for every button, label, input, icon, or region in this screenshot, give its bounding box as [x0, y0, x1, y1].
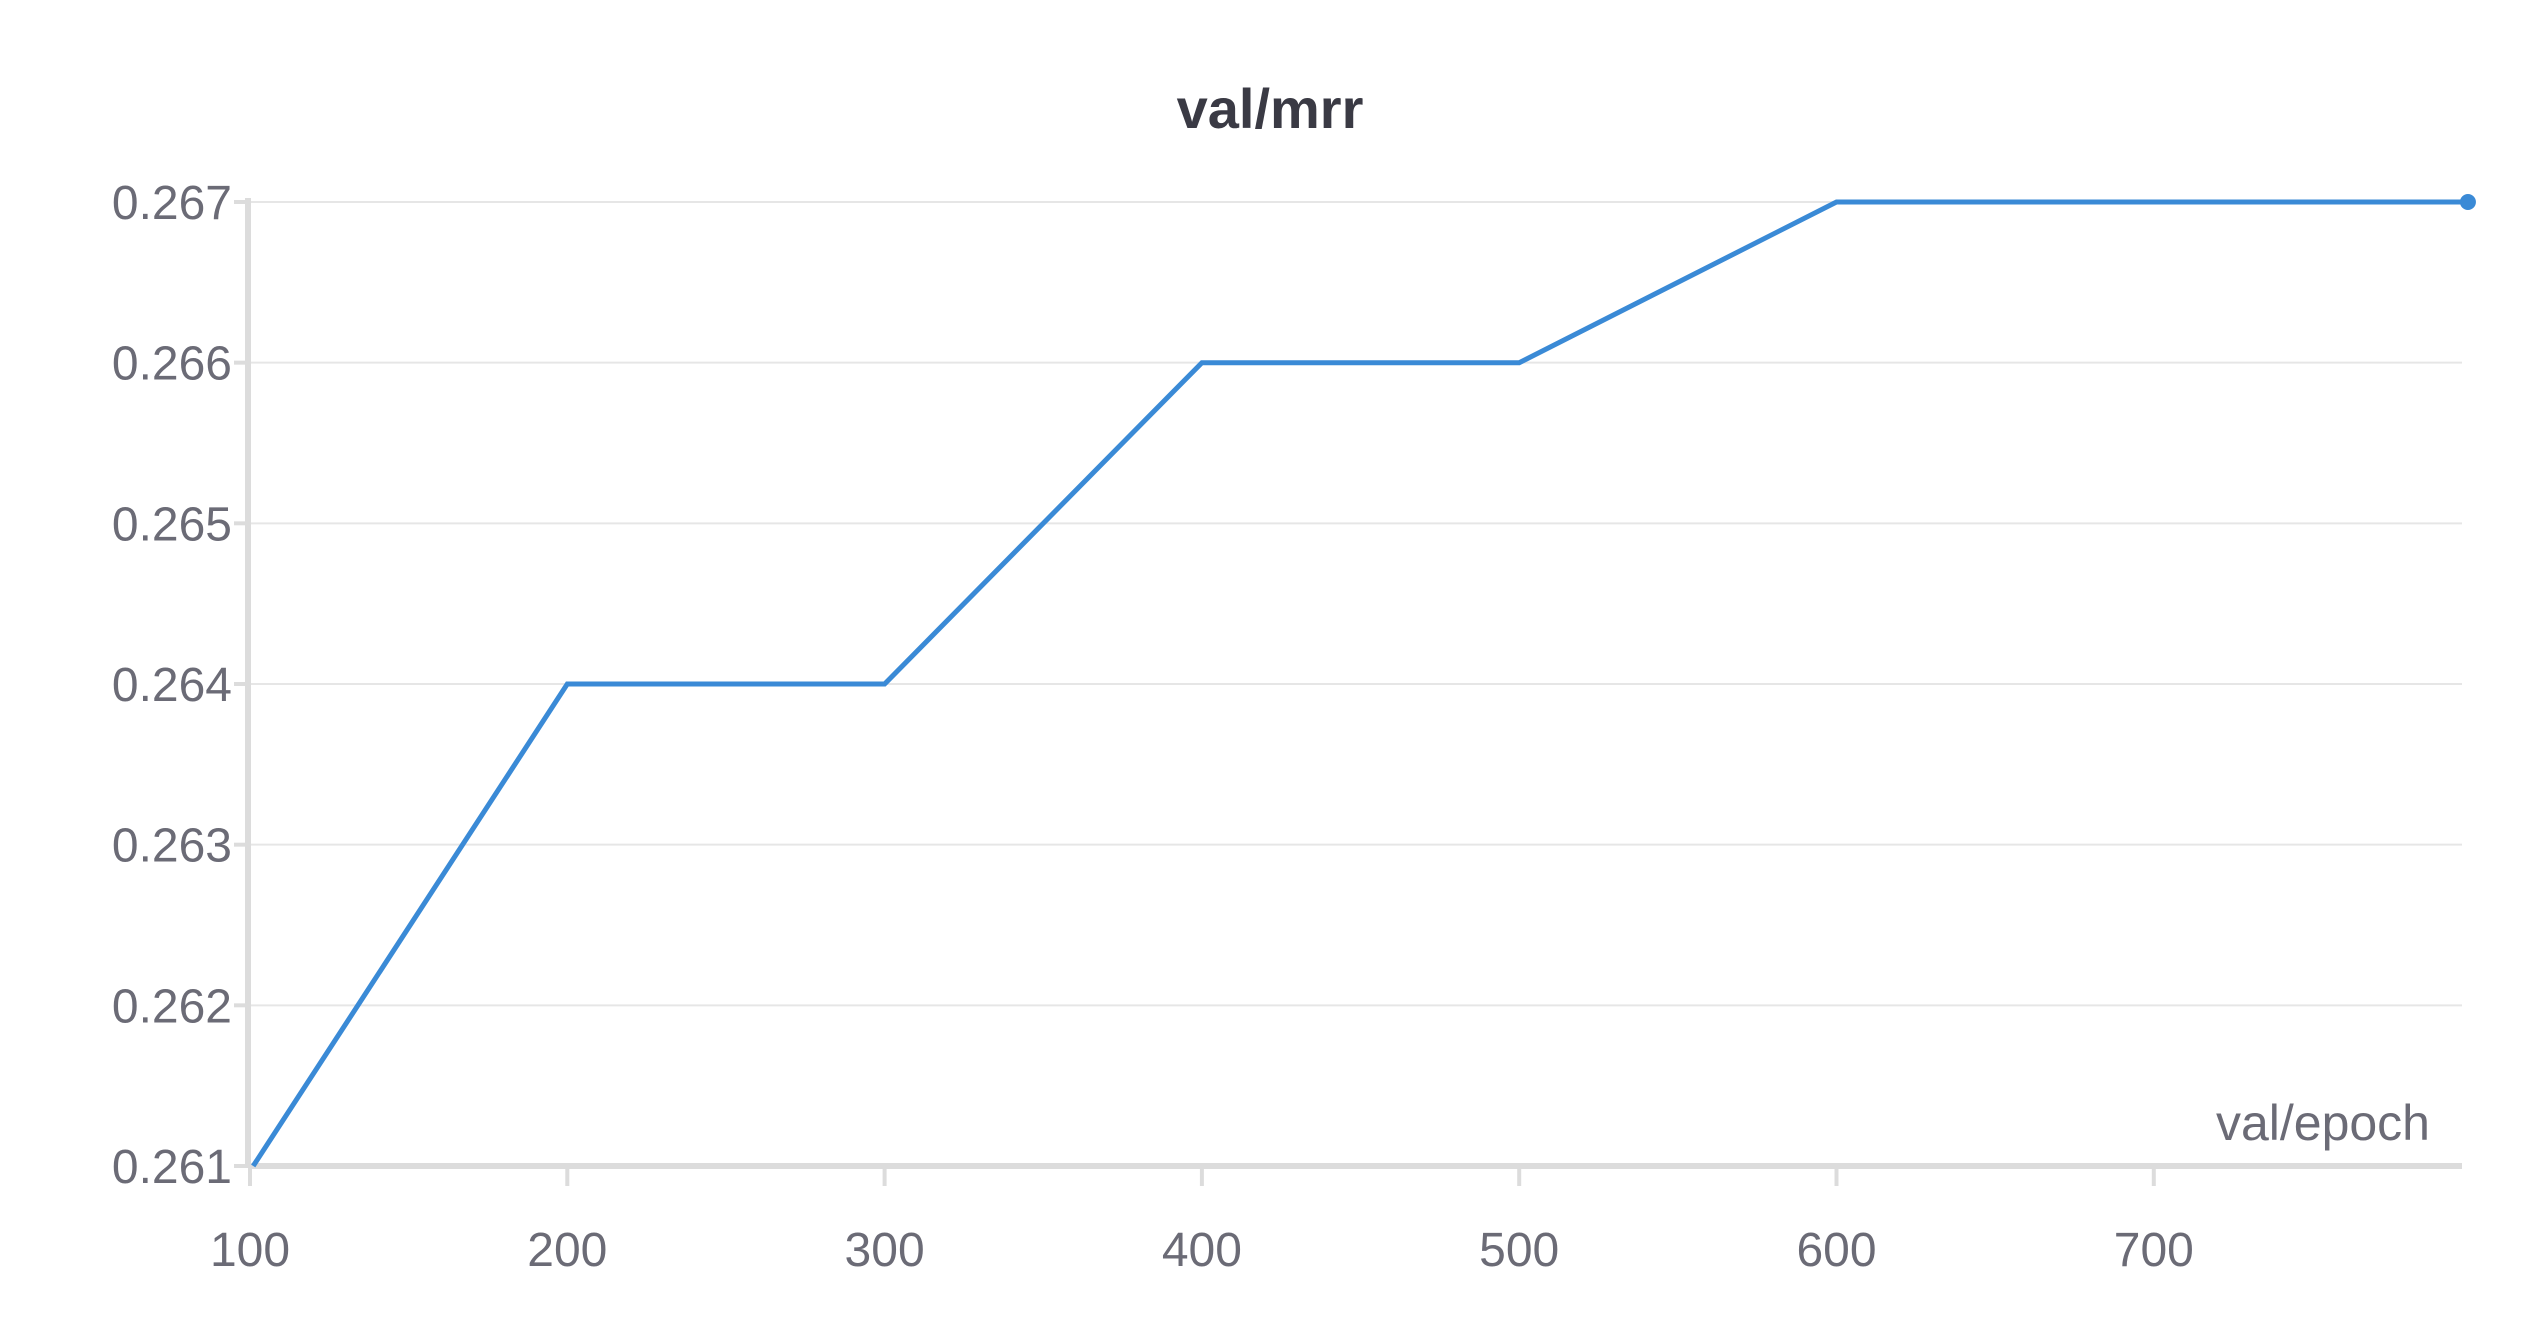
x-tick-label: 700 — [2114, 1224, 2194, 1277]
grid-lines — [248, 201, 2462, 1007]
y-tick-label: 0.265 — [112, 498, 232, 551]
series — [251, 194, 2476, 1168]
x-axis-title: val/epoch — [2216, 1095, 2430, 1151]
y-tick-label: 0.267 — [112, 177, 232, 230]
series-line — [251, 199, 2468, 1168]
x-tick-label: 400 — [1162, 1224, 1242, 1277]
y-tick-label: 0.261 — [112, 1141, 232, 1194]
y-tick-label: 0.263 — [112, 820, 232, 873]
x-tick-label: 600 — [1796, 1224, 1876, 1277]
x-tick-label: 100 — [210, 1224, 290, 1277]
chart-title: val/mrr — [1177, 77, 1364, 140]
x-tick-label: 200 — [527, 1224, 607, 1277]
y-tick-label: 0.262 — [112, 980, 232, 1033]
y-axis-ticks: 0.261 0.262 0.263 0.264 0.265 0.266 0.267 — [112, 177, 248, 1194]
y-tick-label: 0.266 — [112, 338, 232, 391]
series-end-point — [2459, 194, 2476, 210]
x-axis-ticks: 100 200 300 400 500 600 700 — [210, 1166, 2194, 1277]
x-tick-label: 300 — [845, 1224, 925, 1277]
x-tick-label: 500 — [1479, 1224, 1559, 1277]
y-tick-label: 0.264 — [112, 659, 232, 712]
